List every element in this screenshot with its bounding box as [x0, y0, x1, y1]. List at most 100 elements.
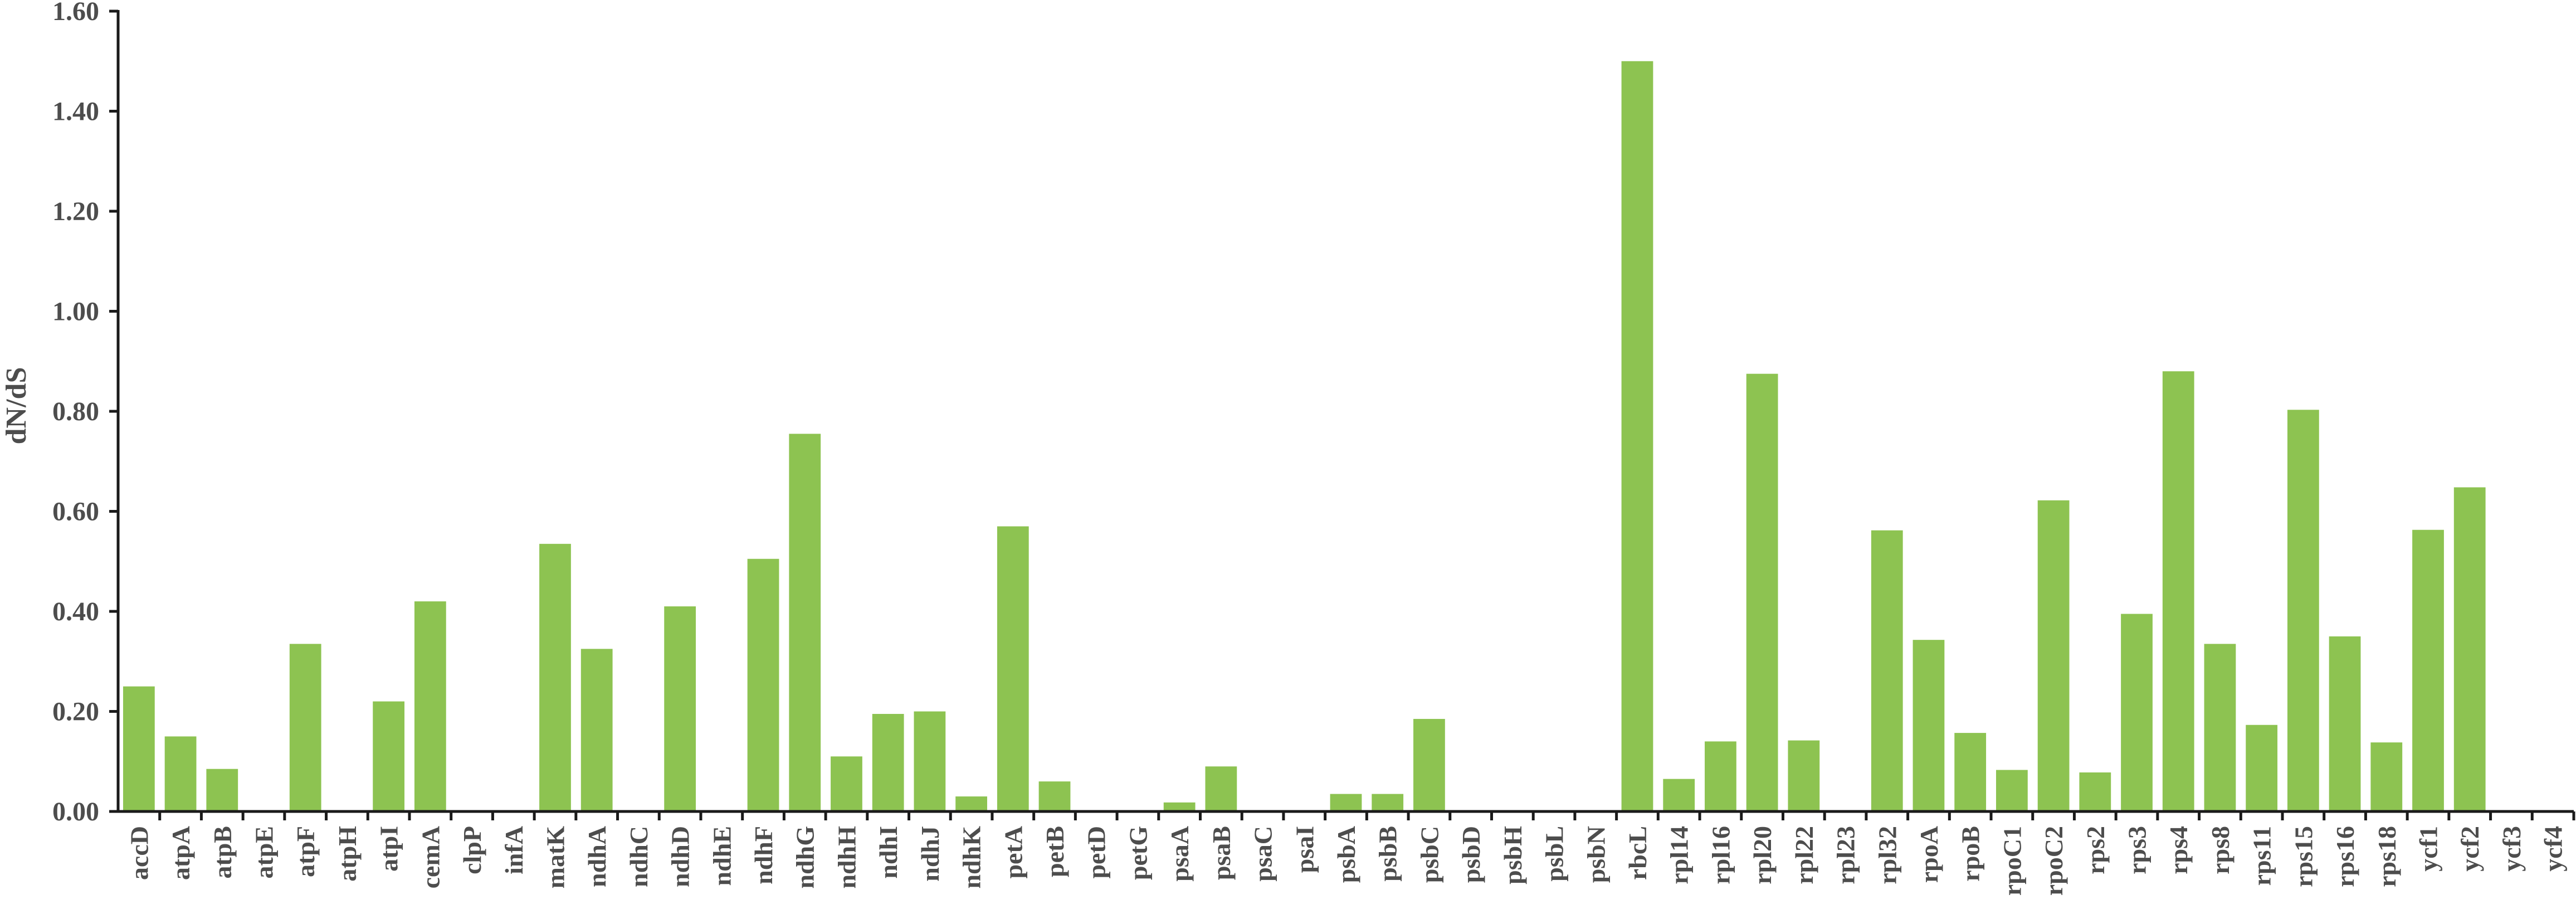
- y-tick-label: 0.20: [52, 697, 99, 727]
- x-tick-label-psbD: psbD: [1457, 826, 1485, 883]
- x-tick-label-infA: infA: [500, 826, 528, 874]
- x-tick-label-ndhG: ndhG: [791, 826, 819, 889]
- bar-rps18: [2370, 742, 2403, 811]
- x-tick-label-rps16: rps16: [2331, 826, 2359, 887]
- y-axis-title: dN/dS: [1, 367, 32, 445]
- x-tick-label-rps4: rps4: [2164, 826, 2193, 874]
- bar-psbB: [1372, 794, 1404, 811]
- x-tick-label-rps8: rps8: [2206, 826, 2235, 874]
- bar-rpl14: [1663, 779, 1695, 811]
- x-tick-label-rpl14: rpl14: [1665, 826, 1694, 884]
- x-tick-label-rpoA: rpoA: [1915, 826, 1943, 883]
- bar-ndhA: [580, 649, 613, 811]
- bar-rps4: [2162, 371, 2194, 811]
- x-tick-label-psbH: psbH: [1499, 826, 1527, 884]
- bar-psbA: [1330, 794, 1362, 811]
- x-tick-label-cemA: cemA: [416, 826, 445, 888]
- bar-psaA: [1163, 802, 1196, 811]
- x-tick-label-ndhA: ndhA: [583, 826, 611, 887]
- x-tick-label-psbA: psbA: [1332, 826, 1360, 883]
- x-tick-label-rpl23: rpl23: [1832, 826, 1860, 884]
- bar-rps15: [2287, 410, 2319, 811]
- x-tick-label-petG: petG: [1124, 826, 1152, 880]
- bar-ndhD: [664, 606, 696, 811]
- x-tick-label-psaI: psaI: [1290, 826, 1319, 873]
- bar-ycf1: [2412, 529, 2444, 811]
- x-tick-label-atpB: atpB: [208, 826, 237, 879]
- bar-accD: [123, 686, 155, 811]
- x-tick-label-rpl20: rpl20: [1748, 826, 1777, 884]
- bar-rps8: [2204, 644, 2236, 811]
- x-tick-label-rps3: rps3: [2123, 826, 2151, 874]
- x-tick-label-matK: matK: [541, 826, 569, 889]
- bar-atpB: [206, 769, 238, 811]
- bars: [123, 61, 2486, 811]
- y-tick-label: 0.00: [52, 797, 99, 827]
- bar-atpF: [289, 644, 321, 811]
- bar-rps11: [2246, 725, 2278, 811]
- x-tick-label-ndhE: ndhE: [708, 826, 736, 886]
- x-tick-label-rpl22: rpl22: [1790, 826, 1818, 884]
- x-tick-label-ndhC: ndhC: [625, 826, 653, 887]
- bar-matK: [539, 543, 571, 811]
- x-tick-label-ndhF: ndhF: [749, 826, 778, 884]
- bar-rpoC1: [1996, 770, 2028, 811]
- bar-psaB: [1205, 766, 1237, 811]
- x-tick-label-atpI: atpI: [375, 826, 403, 872]
- x-tick-label-atpE: atpE: [250, 826, 278, 879]
- bar-psbC: [1413, 718, 1445, 811]
- bar-ndhH: [831, 756, 862, 811]
- y-axis-title-group: dN/dS: [1, 367, 32, 445]
- bar-rpoA: [1913, 640, 1945, 811]
- y-tick-label: 1.60: [52, 0, 99, 26]
- x-tick-label-ndhJ: ndhJ: [916, 826, 944, 882]
- x-tick-label-rpoB: rpoB: [1957, 826, 1985, 882]
- x-tick-label-atpH: atpH: [333, 826, 362, 882]
- bar-petB: [1038, 781, 1071, 811]
- bar-ycf2: [2453, 487, 2486, 811]
- x-tick-label-rps2: rps2: [2081, 826, 2110, 874]
- y-tick-label: 0.80: [52, 397, 99, 426]
- x-tick-label-ndhH: ndhH: [832, 826, 861, 889]
- bar-cemA: [414, 601, 446, 811]
- bar-rps2: [2079, 772, 2111, 811]
- x-tick-label-psaC: psaC: [1249, 826, 1277, 882]
- bar-ndhI: [872, 713, 904, 811]
- x-tick-label-ycf2: ycf2: [2456, 826, 2484, 872]
- bar-rpl20: [1746, 373, 1778, 811]
- bar-ndhJ: [914, 711, 946, 811]
- bar-petA: [997, 526, 1029, 811]
- bar-rpoC2: [2037, 500, 2070, 811]
- bar-ndhK: [955, 796, 987, 811]
- x-tick-label-petA: petA: [999, 826, 1027, 879]
- y-tick-label: 1.00: [52, 297, 99, 327]
- x-tick-label-rpoC1: rpoC1: [1998, 826, 2026, 896]
- y-tick-label: 1.20: [52, 197, 99, 226]
- x-tick-label-psbL: psbL: [1540, 826, 1569, 882]
- x-tick-label-rps11: rps11: [2248, 826, 2276, 886]
- y-tick-label: 0.60: [52, 497, 99, 527]
- x-tick-label-rpl32: rpl32: [1873, 826, 1901, 884]
- bar-atpI: [373, 701, 405, 811]
- bar-rps16: [2329, 636, 2361, 811]
- x-tick-label-rbcL: rbcL: [1623, 826, 1652, 880]
- x-tick-label-rps15: rps15: [2289, 826, 2318, 887]
- x-tick-label-ndhD: ndhD: [666, 826, 695, 887]
- x-tick-label-ndhI: ndhI: [874, 826, 902, 879]
- x-tick-label-psbC: psbC: [1415, 826, 1443, 883]
- x-tick-label-ycf1: ycf1: [2414, 826, 2443, 872]
- x-tick-label-rpl16: rpl16: [1706, 826, 1735, 884]
- bar-rps3: [2121, 614, 2153, 811]
- x-tick-label-ycf4: ycf4: [2539, 826, 2568, 872]
- y-tick-label: 1.40: [52, 97, 99, 127]
- bar-rpoB: [1954, 733, 1987, 811]
- bar-rbcL: [1621, 61, 1653, 811]
- y-tick-label: 0.40: [52, 597, 99, 626]
- bar-rpl22: [1788, 740, 1820, 811]
- x-tick-label-ndhK: ndhK: [958, 826, 986, 889]
- bar-atpA: [164, 736, 197, 811]
- x-tick-label-psaB: psaB: [1207, 826, 1236, 880]
- x-ticks: accD atpA atpB atpE atpF atpH atpI cemA clpP infA…: [125, 811, 2575, 896]
- y-ticks: 0.00 0.20 0.40 0.60 0.80 1.00 1.20 1.40 1.60: [52, 0, 118, 827]
